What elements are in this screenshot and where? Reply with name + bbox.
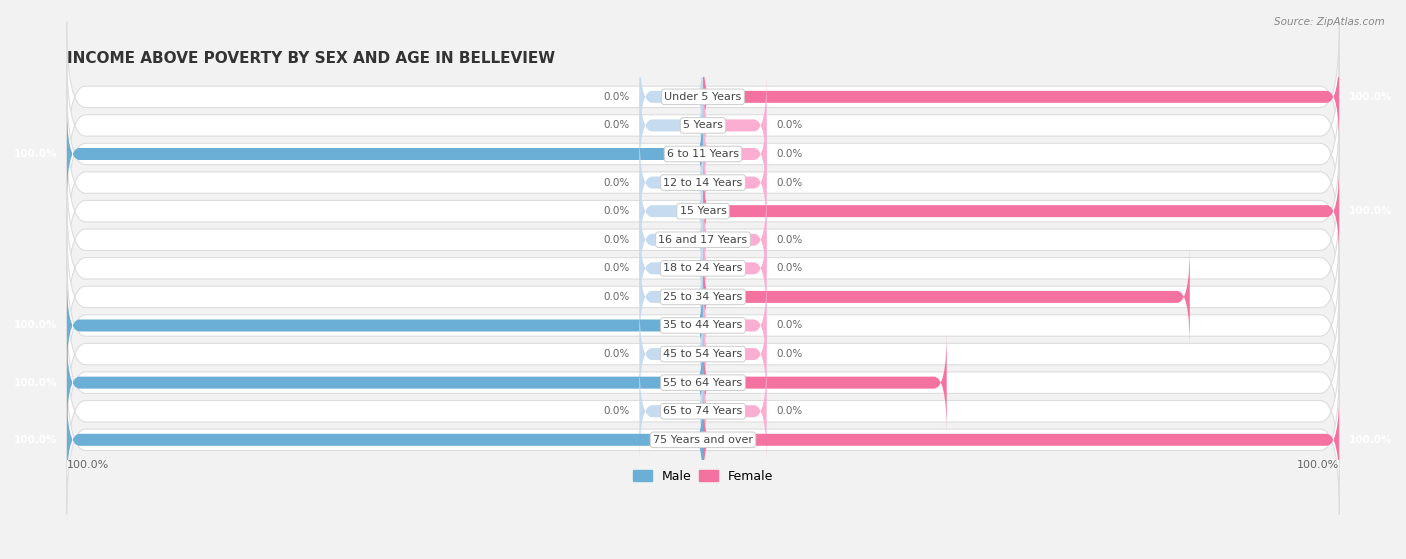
Text: 0.0%: 0.0% [603,406,630,416]
Text: 0.0%: 0.0% [776,149,803,159]
FancyBboxPatch shape [66,136,1340,286]
Text: 0.0%: 0.0% [603,120,630,130]
FancyBboxPatch shape [640,303,703,405]
Text: 100.0%: 100.0% [1298,461,1340,470]
Text: 0.0%: 0.0% [603,206,630,216]
Text: 45 to 54 Years: 45 to 54 Years [664,349,742,359]
FancyBboxPatch shape [66,250,1340,400]
FancyBboxPatch shape [66,365,1340,515]
Text: Source: ZipAtlas.com: Source: ZipAtlas.com [1274,17,1385,27]
Text: 100.0%: 100.0% [14,435,58,445]
Text: 75 Years and over: 75 Years and over [652,435,754,445]
FancyBboxPatch shape [66,50,1340,201]
FancyBboxPatch shape [640,46,703,148]
Text: 100.0%: 100.0% [14,149,58,159]
Text: 0.0%: 0.0% [603,235,630,245]
Text: 100.0%: 100.0% [14,320,58,330]
FancyBboxPatch shape [66,331,703,434]
Text: 55 to 64 Years: 55 to 64 Years [664,378,742,387]
Text: 35 to 44 Years: 35 to 44 Years [664,320,742,330]
FancyBboxPatch shape [703,74,766,177]
FancyBboxPatch shape [640,74,703,177]
Text: Under 5 Years: Under 5 Years [665,92,741,102]
Text: 12 to 14 Years: 12 to 14 Years [664,178,742,188]
Text: 0.0%: 0.0% [776,235,803,245]
FancyBboxPatch shape [66,79,1340,229]
Text: 100.0%: 100.0% [1348,206,1392,216]
FancyBboxPatch shape [66,193,1340,343]
Text: 76.5%: 76.5% [1199,292,1236,302]
Text: 5 Years: 5 Years [683,120,723,130]
FancyBboxPatch shape [66,222,1340,372]
FancyBboxPatch shape [640,160,703,262]
Text: 100.0%: 100.0% [1348,92,1392,102]
Text: 100.0%: 100.0% [14,378,58,387]
Text: 6 to 11 Years: 6 to 11 Years [666,149,740,159]
Text: 0.0%: 0.0% [603,178,630,188]
FancyBboxPatch shape [66,22,1340,172]
FancyBboxPatch shape [66,103,703,205]
Text: 0.0%: 0.0% [603,263,630,273]
FancyBboxPatch shape [703,246,1189,348]
Text: 0.0%: 0.0% [776,178,803,188]
FancyBboxPatch shape [703,131,766,234]
FancyBboxPatch shape [703,217,766,320]
FancyBboxPatch shape [703,188,766,291]
Text: 0.0%: 0.0% [776,263,803,273]
FancyBboxPatch shape [640,246,703,348]
Text: 18 to 24 Years: 18 to 24 Years [664,263,742,273]
FancyBboxPatch shape [66,165,1340,315]
Text: 0.0%: 0.0% [603,92,630,102]
FancyBboxPatch shape [703,103,766,205]
FancyBboxPatch shape [66,279,1340,429]
FancyBboxPatch shape [66,107,1340,258]
Text: 0.0%: 0.0% [776,349,803,359]
FancyBboxPatch shape [66,336,1340,486]
FancyBboxPatch shape [66,274,703,377]
FancyBboxPatch shape [703,160,1340,262]
Text: 0.0%: 0.0% [776,320,803,330]
FancyBboxPatch shape [703,303,766,405]
Text: 0.0%: 0.0% [776,406,803,416]
Text: 16 and 17 Years: 16 and 17 Years [658,235,748,245]
FancyBboxPatch shape [640,131,703,234]
Text: 15 Years: 15 Years [679,206,727,216]
FancyBboxPatch shape [66,307,1340,458]
FancyBboxPatch shape [703,274,766,377]
FancyBboxPatch shape [703,360,766,462]
FancyBboxPatch shape [703,389,1340,491]
Text: 100.0%: 100.0% [66,461,108,470]
FancyBboxPatch shape [703,46,1340,148]
Text: 0.0%: 0.0% [603,349,630,359]
Legend: Male, Female: Male, Female [628,465,778,488]
FancyBboxPatch shape [640,217,703,320]
FancyBboxPatch shape [640,188,703,291]
Text: 65 to 74 Years: 65 to 74 Years [664,406,742,416]
Text: 100.0%: 100.0% [1348,435,1392,445]
Text: INCOME ABOVE POVERTY BY SEX AND AGE IN BELLEVIEW: INCOME ABOVE POVERTY BY SEX AND AGE IN B… [66,51,555,66]
FancyBboxPatch shape [640,360,703,462]
FancyBboxPatch shape [703,331,946,434]
Text: 0.0%: 0.0% [776,120,803,130]
Text: 0.0%: 0.0% [603,292,630,302]
Text: 25 to 34 Years: 25 to 34 Years [664,292,742,302]
FancyBboxPatch shape [66,389,703,491]
Text: 38.3%: 38.3% [956,378,993,387]
